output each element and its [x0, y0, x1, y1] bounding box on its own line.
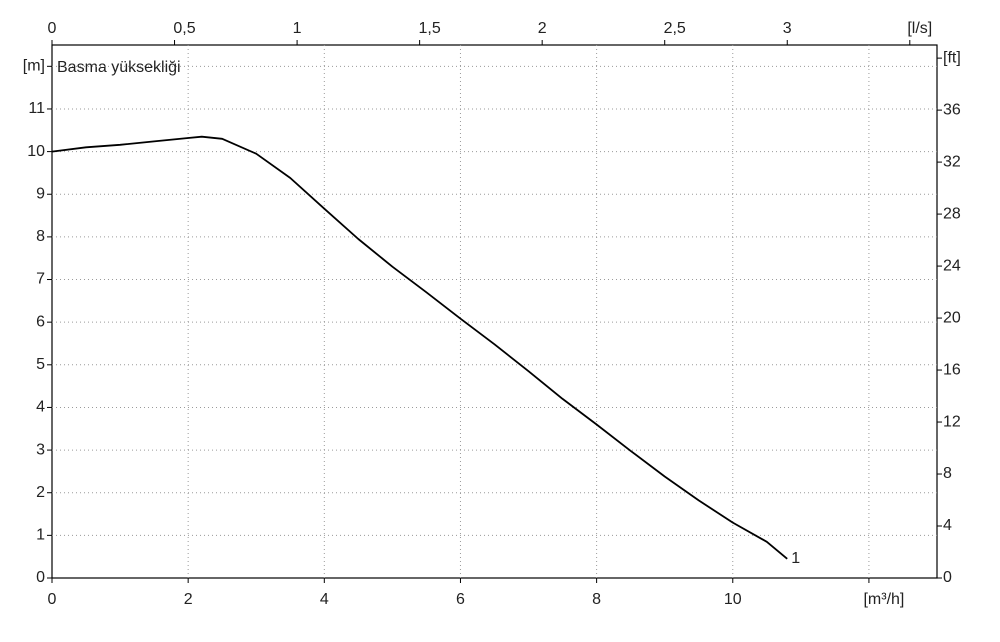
y2-tick-label: 0 — [943, 569, 952, 586]
plot-frame — [51, 44, 938, 579]
y-tick-label: 1 — [36, 527, 45, 544]
y2-tick-label: 16 — [943, 361, 961, 378]
y-tick-label: 9 — [36, 185, 45, 202]
y2-tick-label: 12 — [943, 413, 961, 430]
y2-tick-label: 8 — [943, 465, 952, 482]
x-tick-label: 10 — [724, 591, 742, 608]
x2-tick-label: 1,5 — [419, 20, 441, 37]
x2-tick-label: 2,5 — [664, 20, 686, 37]
y2-tick-label: 32 — [943, 153, 961, 170]
y2-tick-label: 24 — [943, 257, 961, 274]
y-tick-label: 0 — [36, 569, 45, 586]
series-label: 1 — [791, 550, 800, 567]
y-tick-label: 6 — [36, 313, 45, 330]
y2-tick-label: 28 — [943, 205, 961, 222]
y-tick-label: 7 — [36, 271, 45, 288]
x2-tick-label: 2 — [538, 20, 547, 37]
series-line — [51, 135, 788, 560]
x2-tick-label: 1 — [293, 20, 302, 37]
y-tick-label: 4 — [36, 399, 45, 416]
y-tick-label: 5 — [36, 356, 45, 373]
y-tick-label: 8 — [36, 228, 45, 245]
x-tick-label: 8 — [592, 591, 601, 608]
x2-tick-label: [l/s] — [907, 20, 932, 37]
x-tick-label: 4 — [320, 591, 329, 608]
x-tick-label: 6 — [456, 591, 465, 608]
y-tick-label: 11 — [28, 100, 45, 117]
y-tick-label: 2 — [36, 484, 45, 501]
x-tick-label: 0 — [48, 591, 57, 608]
y2-tick-label: 36 — [943, 101, 961, 118]
chart-title: Basma yüksekliği — [57, 59, 181, 76]
x2-tick-label: 0,5 — [173, 20, 195, 37]
y-tick-label: 10 — [27, 143, 45, 160]
y-tick-label: 3 — [36, 441, 45, 458]
y2-tick-label: [ft] — [943, 49, 961, 66]
x2-tick-label: 3 — [783, 20, 792, 37]
x-tick-label: [m³/h] — [863, 591, 904, 608]
x-tick-label: 2 — [184, 591, 193, 608]
y2-tick-label: 20 — [943, 309, 961, 326]
y2-tick-label: 4 — [943, 517, 952, 534]
y-tick-label: [m] — [23, 58, 45, 75]
x2-tick-label: 0 — [48, 20, 57, 37]
